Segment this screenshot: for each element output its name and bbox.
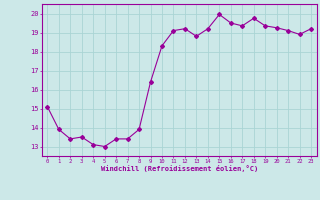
X-axis label: Windchill (Refroidissement éolien,°C): Windchill (Refroidissement éolien,°C)	[100, 165, 258, 172]
